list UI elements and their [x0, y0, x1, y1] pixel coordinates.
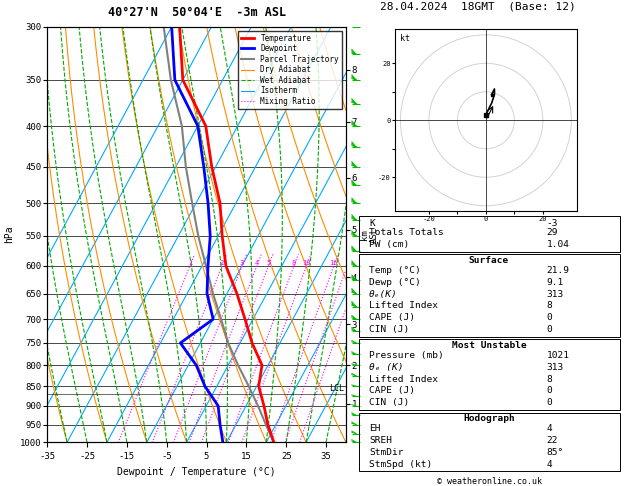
Text: θₑ(K): θₑ(K)	[369, 290, 398, 298]
Text: 313: 313	[547, 290, 564, 298]
Text: © weatheronline.co.uk: © weatheronline.co.uk	[437, 477, 542, 486]
Text: 29: 29	[547, 228, 558, 237]
Text: StmSpd (kt): StmSpd (kt)	[369, 460, 432, 469]
Text: 2: 2	[220, 260, 224, 266]
Text: kt: kt	[401, 34, 411, 43]
Text: Pressure (mb): Pressure (mb)	[369, 351, 443, 360]
Bar	[359, 413, 620, 471]
Text: Most Unstable: Most Unstable	[452, 341, 526, 349]
Text: K: K	[369, 219, 375, 228]
Text: 1.04: 1.04	[547, 240, 569, 249]
Text: 0: 0	[547, 325, 552, 334]
Text: θₑ (K): θₑ (K)	[369, 363, 403, 372]
Text: 0: 0	[547, 313, 552, 322]
Text: 5: 5	[266, 260, 270, 266]
Text: Temp (°C): Temp (°C)	[369, 266, 421, 275]
Text: Surface: Surface	[469, 256, 509, 264]
Text: Lifted Index: Lifted Index	[369, 301, 438, 311]
Text: 40°27'N  50°04'E  -3m ASL: 40°27'N 50°04'E -3m ASL	[108, 6, 286, 18]
Text: 8: 8	[547, 301, 552, 311]
Text: CIN (J): CIN (J)	[369, 398, 409, 407]
Text: 4: 4	[547, 424, 552, 434]
Text: 4: 4	[547, 460, 552, 469]
Text: 16: 16	[330, 260, 338, 266]
Bar	[359, 254, 620, 337]
Text: 0: 0	[547, 398, 552, 407]
Text: 10: 10	[302, 260, 311, 266]
Bar	[359, 339, 620, 410]
Text: 85°: 85°	[547, 448, 564, 457]
Text: 28.04.2024  18GMT  (Base: 12): 28.04.2024 18GMT (Base: 12)	[380, 1, 576, 11]
Y-axis label: km
ASL: km ASL	[360, 226, 379, 243]
Text: LCL: LCL	[329, 384, 344, 393]
Text: 0: 0	[547, 386, 552, 396]
Legend: Temperature, Dewpoint, Parcel Trajectory, Dry Adiabat, Wet Adiabat, Isotherm, Mi: Temperature, Dewpoint, Parcel Trajectory…	[238, 31, 342, 109]
Text: 313: 313	[547, 363, 564, 372]
Text: 3: 3	[240, 260, 244, 266]
Text: StmDir: StmDir	[369, 448, 403, 457]
Text: Totals Totals: Totals Totals	[369, 228, 443, 237]
Text: 22: 22	[547, 436, 558, 445]
Bar	[359, 216, 620, 252]
Text: CAPE (J): CAPE (J)	[369, 386, 415, 396]
X-axis label: Dewpoint / Temperature (°C): Dewpoint / Temperature (°C)	[117, 467, 276, 477]
Text: 1: 1	[187, 260, 192, 266]
Text: CIN (J): CIN (J)	[369, 325, 409, 334]
Text: 4: 4	[255, 260, 259, 266]
Text: Hodograph: Hodograph	[463, 414, 515, 423]
Y-axis label: hPa: hPa	[4, 226, 14, 243]
Text: 8: 8	[547, 375, 552, 383]
Text: SREH: SREH	[369, 436, 392, 445]
Text: -3: -3	[547, 219, 558, 228]
Text: Lifted Index: Lifted Index	[369, 375, 438, 383]
Text: PW (cm): PW (cm)	[369, 240, 409, 249]
Text: Dewp (°C): Dewp (°C)	[369, 278, 421, 287]
Text: 1021: 1021	[547, 351, 569, 360]
Text: 9.1: 9.1	[547, 278, 564, 287]
Text: CAPE (J): CAPE (J)	[369, 313, 415, 322]
Text: EH: EH	[369, 424, 381, 434]
Text: 21.9: 21.9	[547, 266, 569, 275]
Text: 8: 8	[292, 260, 296, 266]
